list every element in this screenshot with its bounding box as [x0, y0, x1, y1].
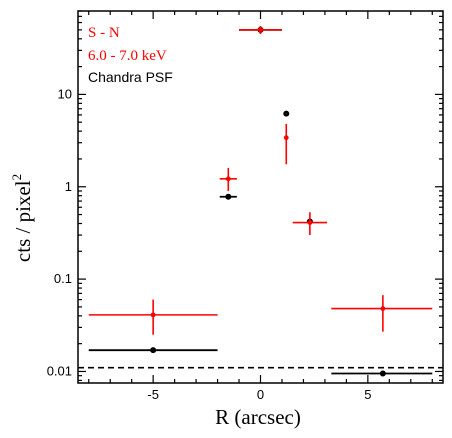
legend-entry-0: S - N: [88, 25, 120, 41]
series-1-point-1: [225, 176, 231, 182]
series-1-point-5: [380, 306, 386, 311]
series-0-point-1: [225, 193, 232, 200]
y-axis-title-superscript: 2: [9, 174, 24, 181]
legend-entry-1: 6.0 - 7.0 keV: [88, 48, 167, 64]
legend: S - N 6.0 - 7.0 keV Chandra PSF: [88, 25, 173, 85]
legend-entry-2: Chandra PSF: [88, 69, 173, 85]
series-0-point-3: [283, 110, 290, 117]
plot-frame: [77, 10, 444, 384]
y-axis-title: cts / pixel2: [9, 174, 35, 262]
y-axis-title-text: cts / pixel: [11, 180, 35, 262]
series-1-point-2: [258, 27, 263, 33]
axes: -5 0 5 0.01 0.1 1 10: [47, 10, 444, 402]
series-1-point-3: [283, 135, 289, 141]
x-tick-label-2: 5: [364, 387, 371, 402]
series-0-point-5: [379, 370, 386, 377]
plot-area: [78, 26, 443, 377]
x-tick-label-1: 0: [257, 387, 264, 402]
series-0-point-0: [150, 347, 157, 354]
y-tick-label-3: 10: [58, 86, 72, 101]
x-tick-label-0: -5: [147, 387, 159, 402]
y-tick-label-0: 0.01: [47, 363, 72, 378]
x-axis-title: R (arcsec): [215, 405, 301, 429]
y-tick-label-1: 0.1: [54, 271, 72, 286]
series-1-point-4: [307, 220, 313, 225]
y-axis-title-group: cts / pixel2: [9, 174, 35, 262]
y-tick-label-2: 1: [65, 179, 72, 194]
series-1-point-0: [150, 312, 156, 318]
